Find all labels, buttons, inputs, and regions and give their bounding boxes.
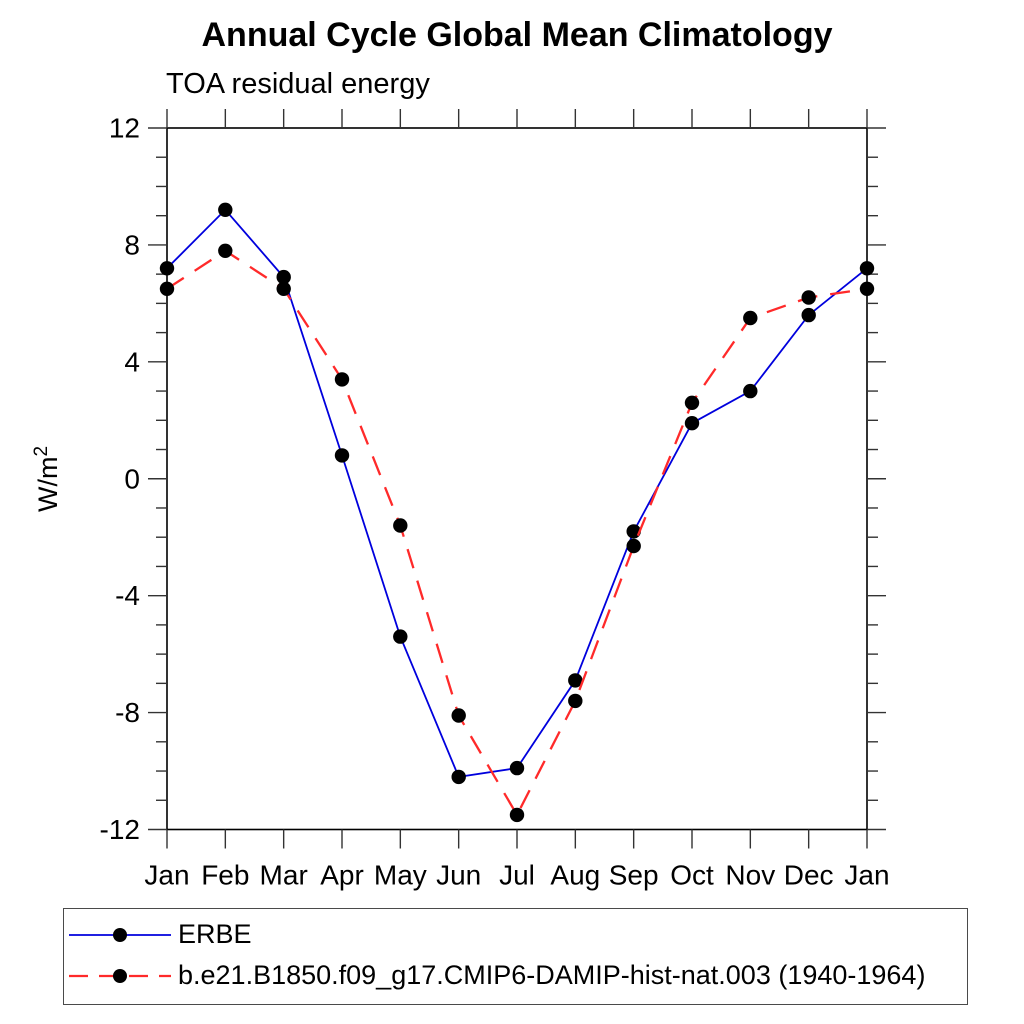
data-point-marker — [276, 269, 291, 285]
data-point-marker — [568, 693, 583, 709]
legend-marker-dot — [113, 927, 127, 942]
legend-marker-dot — [113, 968, 127, 983]
legend-swatch-model-line — [69, 968, 171, 983]
chart-subtitle: TOA residual energy — [166, 68, 430, 100]
series-model — [159, 243, 875, 823]
data-point-marker — [801, 290, 816, 305]
data-point-marker — [568, 673, 583, 688]
data-point-marker — [218, 243, 233, 258]
legend-label-model: b.e21.B1850.f09_g17.CMIP6-DAMIP-hist-nat… — [178, 960, 926, 990]
x-axis: Jan Feb Mar Apr May Jun Jul Aug Sep Oct Nov Dec Jan — [144, 109, 890, 891]
legend-item-erbe: ERBE — [67, 914, 967, 955]
y-tick-label: 8 — [124, 229, 140, 260]
x-tick-label: Jan — [844, 860, 889, 891]
data-point-marker — [451, 769, 466, 785]
data-point-marker — [451, 708, 466, 723]
data-point-marker — [276, 281, 291, 296]
y-tick-label: -8 — [115, 697, 140, 728]
data-point-marker — [859, 261, 875, 276]
x-tick-label: Oct — [670, 860, 714, 891]
data-point-marker — [684, 416, 700, 431]
data-point-marker — [509, 807, 525, 823]
y-tick-label: -12 — [100, 814, 140, 845]
y-axis-label: W/m2 — [31, 446, 63, 512]
y-tick-label: 12 — [109, 113, 140, 144]
x-tick-label: Mar — [260, 860, 308, 891]
series-line — [166, 249, 868, 818]
series-erbe — [159, 202, 875, 785]
data-point-marker — [684, 395, 700, 410]
data-point-marker — [159, 281, 175, 296]
data-point-marker — [334, 372, 350, 387]
data-point-marker — [334, 448, 350, 463]
series-line — [166, 208, 868, 778]
plot-frame — [166, 127, 868, 831]
data-point-marker — [159, 261, 175, 276]
data-point-marker — [743, 310, 758, 326]
data-point-marker — [743, 383, 758, 399]
y-tick-label: -4 — [115, 580, 140, 611]
x-tick-label: Nov — [725, 860, 775, 891]
x-tick-label: Jun — [436, 860, 481, 891]
chart-title: Annual Cycle Global Mean Climatology — [201, 16, 833, 54]
x-tick-label: May — [374, 860, 427, 891]
data-point-marker — [393, 629, 408, 644]
y-axis: -12 -8 -4 0 4 8 12 — [100, 113, 886, 845]
data-point-marker — [626, 538, 641, 554]
x-tick-label: Feb — [201, 860, 249, 891]
x-tick-label: Jul — [499, 860, 535, 891]
y-tick-label: 0 — [124, 463, 140, 494]
data-point-marker — [218, 202, 233, 217]
data-point-marker — [801, 307, 816, 323]
x-tick-label: Apr — [320, 860, 364, 891]
legend-swatch-erbe-line — [69, 927, 171, 942]
legend-item-model: b.e21.B1850.f09_g17.CMIP6-DAMIP-hist-nat… — [67, 955, 967, 996]
data-point-marker — [859, 281, 875, 296]
legend-label-erbe: ERBE — [178, 919, 252, 949]
data-point-marker — [393, 518, 408, 533]
axes: Jan Feb Mar Apr May Jun Jul Aug Sep Oct Nov Dec Jan-… — [100, 109, 890, 891]
x-tick-label: Aug — [550, 860, 600, 891]
y-tick-label: 4 — [124, 346, 140, 377]
data-point-marker — [509, 760, 525, 776]
legend-box: ERBE b.e21.B1850.f09_g17.CMIP6-DAMIP-his… — [63, 908, 968, 1005]
x-tick-label: Dec — [784, 860, 834, 891]
x-tick-label: Sep — [609, 860, 659, 891]
x-tick-label: Jan — [144, 860, 189, 891]
